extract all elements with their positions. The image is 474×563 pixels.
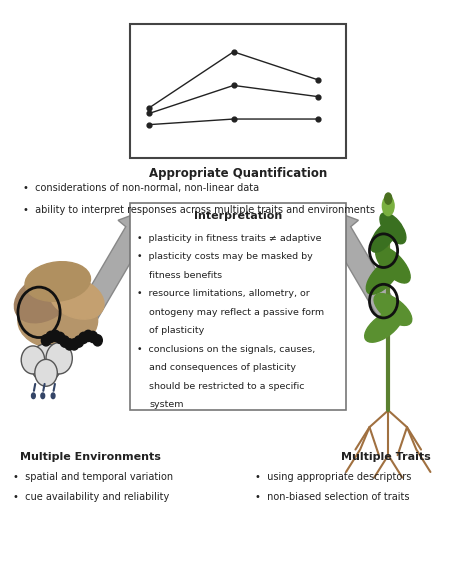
Circle shape — [51, 330, 60, 342]
Ellipse shape — [18, 293, 98, 348]
Ellipse shape — [14, 274, 73, 323]
Point — [314, 92, 322, 101]
Text: Appropriate Quantification: Appropriate Quantification — [149, 167, 328, 180]
Text: system: system — [149, 400, 184, 409]
Ellipse shape — [376, 247, 410, 283]
Text: •  cue availability and reliability: • cue availability and reliability — [13, 492, 170, 502]
Text: fitness benefits: fitness benefits — [149, 271, 222, 280]
Ellipse shape — [366, 257, 401, 294]
Circle shape — [60, 336, 70, 347]
Polygon shape — [326, 209, 401, 328]
FancyBboxPatch shape — [130, 203, 346, 410]
Point — [314, 75, 322, 84]
Circle shape — [70, 339, 79, 350]
Text: •  non-biased selection of traits: • non-biased selection of traits — [255, 492, 409, 502]
Point — [314, 114, 322, 123]
Ellipse shape — [32, 393, 35, 399]
Text: ontogeny may reflect a passive form: ontogeny may reflect a passive form — [149, 308, 324, 317]
Text: •  plasticity costs may be masked by: • plasticity costs may be masked by — [137, 252, 313, 261]
FancyBboxPatch shape — [130, 24, 346, 158]
Text: •  using appropriate descriptors: • using appropriate descriptors — [255, 472, 411, 482]
Circle shape — [65, 339, 74, 350]
Polygon shape — [154, 365, 323, 399]
Point — [146, 104, 153, 113]
Point — [146, 109, 153, 118]
Text: Multiple Environments: Multiple Environments — [20, 452, 161, 462]
Ellipse shape — [49, 278, 104, 319]
Text: •  conclusions on the signals, causes,: • conclusions on the signals, causes, — [137, 345, 316, 354]
Ellipse shape — [383, 196, 394, 216]
Text: •  ability to interpret responses across multiple traits and environments: • ability to interpret responses across … — [23, 205, 374, 215]
Circle shape — [93, 335, 102, 346]
Text: •  resource limitations, allometry, or: • resource limitations, allometry, or — [137, 289, 310, 298]
Ellipse shape — [25, 262, 91, 301]
Text: Interpretation: Interpretation — [194, 212, 283, 221]
Circle shape — [83, 330, 93, 342]
Text: should be restricted to a specific: should be restricted to a specific — [149, 382, 305, 391]
Ellipse shape — [365, 310, 402, 342]
Circle shape — [35, 359, 57, 386]
Ellipse shape — [371, 221, 397, 252]
Ellipse shape — [385, 193, 392, 204]
Circle shape — [46, 342, 73, 374]
Circle shape — [55, 332, 65, 343]
Polygon shape — [75, 209, 151, 328]
Text: •  plasticity in fitness traits ≠ adaptive: • plasticity in fitness traits ≠ adaptiv… — [137, 234, 322, 243]
Ellipse shape — [51, 393, 55, 399]
Point — [146, 120, 153, 129]
Point — [230, 114, 237, 123]
Text: •  considerations of non-normal, non-linear data: • considerations of non-normal, non-line… — [23, 184, 259, 194]
Point — [230, 81, 237, 90]
Text: of plasticity: of plasticity — [149, 327, 204, 336]
Point — [230, 47, 237, 56]
Circle shape — [74, 336, 83, 347]
Ellipse shape — [374, 293, 412, 325]
Circle shape — [79, 332, 88, 343]
Circle shape — [30, 343, 62, 382]
Text: Multiple Traits: Multiple Traits — [341, 452, 431, 462]
Text: and consequences of plasticity: and consequences of plasticity — [149, 363, 296, 372]
Circle shape — [41, 335, 51, 346]
Circle shape — [88, 332, 98, 342]
Circle shape — [46, 332, 55, 342]
Ellipse shape — [41, 393, 45, 399]
Text: •  spatial and temporal variation: • spatial and temporal variation — [13, 472, 173, 482]
Ellipse shape — [380, 213, 406, 244]
Circle shape — [21, 346, 45, 374]
